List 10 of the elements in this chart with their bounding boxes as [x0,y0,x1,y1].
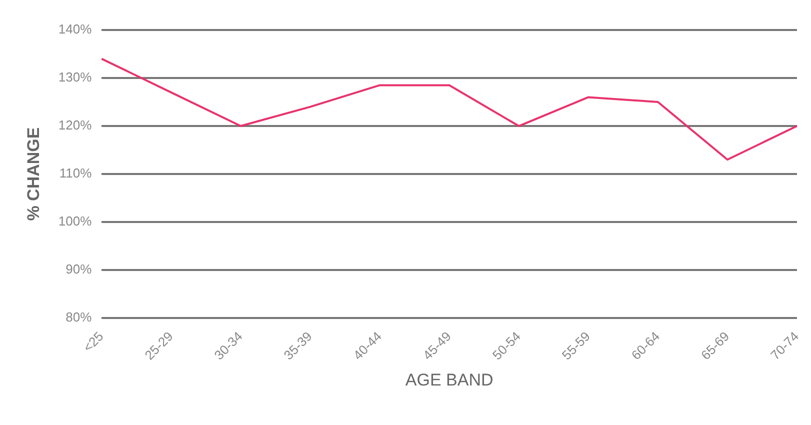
y-tick-label: 110% [59,166,92,181]
y-tick-label: 100% [58,214,92,229]
x-axis-title: AGE BAND [405,370,494,390]
y-tick-label: 90% [66,262,92,277]
y-tick-label: 130% [58,70,92,85]
y-tick-label: 80% [66,310,92,325]
y-tick-label: 120% [58,118,92,133]
y-tick-label: 140% [58,22,92,37]
x-tick-label: <25 [80,328,106,355]
y-axis-title: % CHANGE [24,127,43,221]
